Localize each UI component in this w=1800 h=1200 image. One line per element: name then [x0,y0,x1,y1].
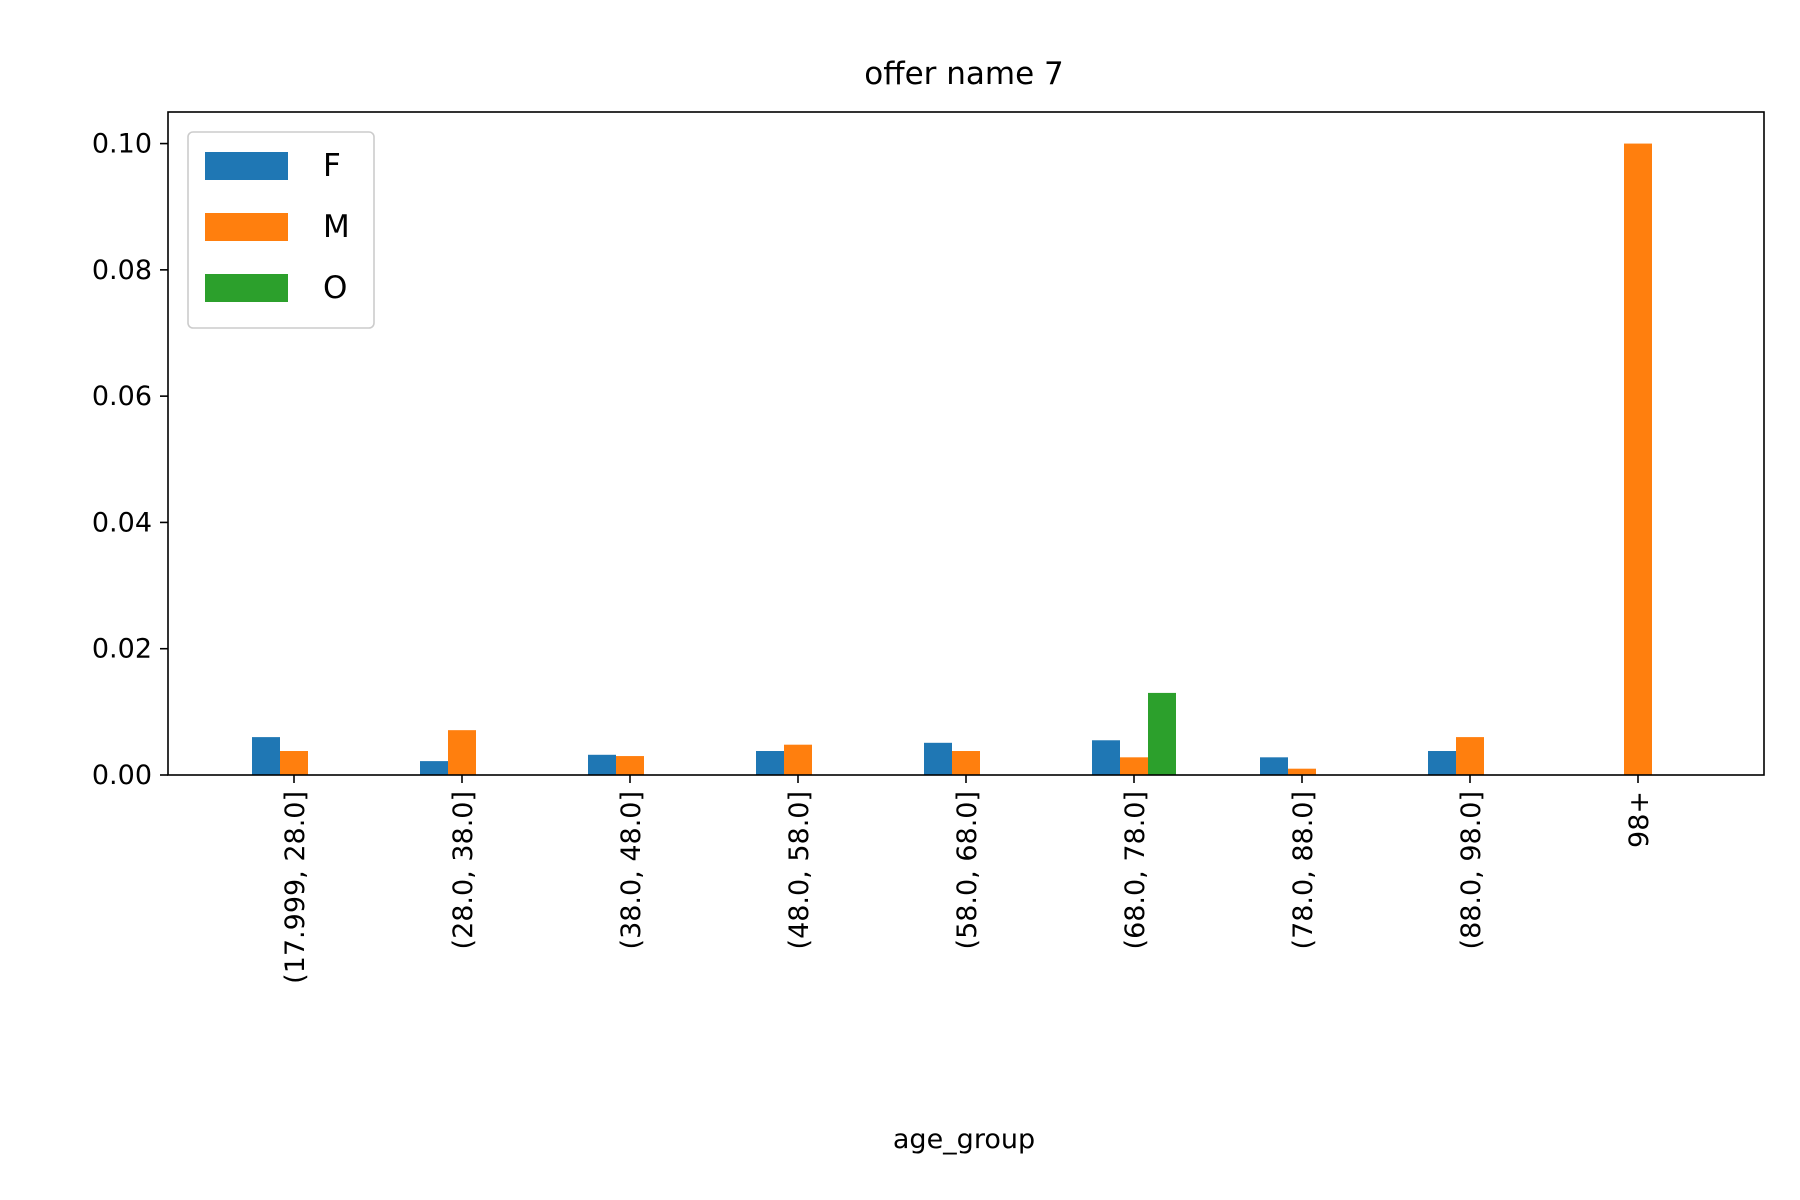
y-tick-label: 0.04 [92,507,152,538]
plot-bars [252,143,1652,775]
legend-label-f: F [323,148,341,184]
bar-m-3 [784,744,812,775]
x-tick-label: (88.0, 98.0] [1456,791,1487,949]
bar-o-5 [1148,692,1176,775]
legend-label-o: O [323,270,347,306]
bar-m-2 [616,756,644,775]
y-axis: 0.00 0.02 0.04 0.06 0.08 0.10 [92,129,168,791]
bar-f-2 [588,754,616,775]
x-tick-label: 98+ [1624,791,1655,848]
y-tick-label: 0.08 [92,255,152,286]
x-tick-label: (68.0, 78.0] [1120,791,1151,949]
y-tick-label: 0.00 [92,760,152,791]
bar-f-0 [252,737,280,775]
bar-m-4 [952,751,980,775]
x-tick-label: (78.0, 88.0] [1288,791,1319,949]
legend-swatch-m [205,213,288,241]
x-tick-label: (48.0, 58.0] [784,791,815,949]
bar-f-3 [756,751,784,775]
bar-f-5 [1092,740,1120,775]
bar-m-6 [1288,768,1316,775]
x-tick-label: (28.0, 38.0] [448,791,479,949]
bar-m-8 [1624,143,1652,775]
bar-m-7 [1456,737,1484,775]
bar-f-7 [1428,751,1456,775]
x-tick-label: (17.999, 28.0] [280,791,311,984]
bar-m-5 [1120,757,1148,775]
x-tick-label: (38.0, 48.0] [616,791,647,949]
bar-m-0 [280,751,308,775]
legend: FMO [187,131,375,329]
x-axis-label: age_group [893,1124,1035,1155]
legend-label-m: M [323,209,350,245]
bar-f-1 [420,761,448,775]
legend-swatch-f [205,152,288,180]
y-tick-label: 0.10 [92,129,152,160]
y-tick-label: 0.02 [92,634,152,665]
chart-title: offer name 7 [864,56,1064,92]
bar-f-4 [924,742,952,775]
bar-m-1 [448,730,476,775]
x-tick-label: (58.0, 68.0] [952,791,983,949]
x-axis: (17.999, 28.0] (28.0, 38.0] (38.0, 48.0] (4… [280,775,1655,984]
legend-swatch-o [205,274,288,302]
bar-f-6 [1260,757,1288,775]
y-tick-label: 0.06 [92,381,152,412]
